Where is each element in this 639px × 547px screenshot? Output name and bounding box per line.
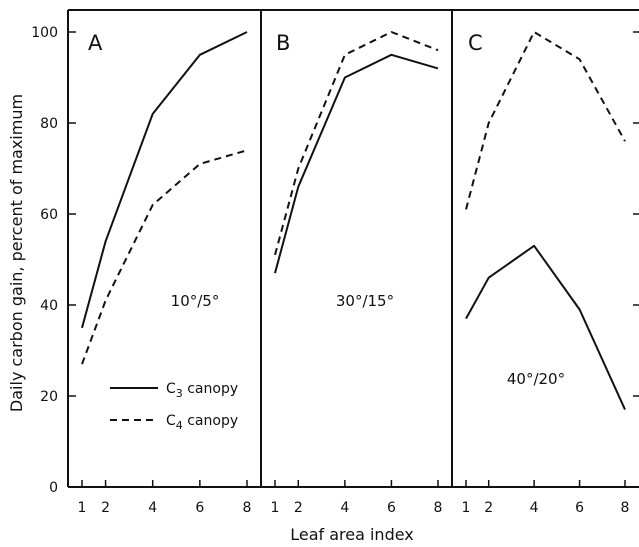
temperature-label: 10°/5° bbox=[171, 292, 220, 310]
y-tick-label: 0 bbox=[49, 480, 58, 496]
x-tick-label: 1 bbox=[271, 500, 280, 516]
temperature-label: 30°/15° bbox=[336, 292, 394, 310]
x-tick-label: 2 bbox=[101, 500, 110, 516]
x-tick-label: 4 bbox=[148, 500, 157, 516]
x-tick-label: 4 bbox=[530, 500, 539, 516]
x-tick-label: 1 bbox=[462, 500, 471, 516]
panel-b: 1 2 4 6 8 B 30°/15° bbox=[271, 31, 443, 516]
series-line-c3 bbox=[465, 244, 626, 411]
series-line-c4 bbox=[274, 31, 439, 256]
legend: C3 canopy C4 canopy bbox=[110, 381, 238, 432]
x-axis-title: Leaf area index bbox=[290, 525, 414, 544]
legend-label: C4 canopy bbox=[166, 413, 238, 432]
x-tick-label: 2 bbox=[294, 500, 303, 516]
y-tick-label: 80 bbox=[40, 116, 58, 132]
panel-a: 1 2 4 6 8 A 10°/5° bbox=[78, 31, 252, 516]
panel-letter: C bbox=[468, 31, 483, 55]
x-tick-label: 8 bbox=[621, 500, 630, 516]
x-tick-label: 1 bbox=[78, 500, 87, 516]
y-tick-label: 100 bbox=[31, 25, 58, 41]
y-axis-title: Daily carbon gain, percent of maximum bbox=[7, 94, 26, 412]
x-tick-label: 6 bbox=[575, 500, 584, 516]
x-tick-label: 8 bbox=[243, 500, 252, 516]
legend-label: C3 canopy bbox=[166, 381, 238, 400]
temperature-label: 40°/20° bbox=[507, 370, 565, 388]
x-tick-label: 4 bbox=[340, 500, 349, 516]
x-tick-label: 2 bbox=[484, 500, 493, 516]
series-line-c3 bbox=[274, 53, 439, 274]
y-tick-label: 60 bbox=[40, 207, 58, 223]
y-axis: 0 20 40 60 80 100 bbox=[31, 25, 639, 496]
panel-letter: A bbox=[88, 31, 103, 55]
x-tick-label: 8 bbox=[434, 500, 443, 516]
y-tick-label: 40 bbox=[40, 298, 58, 314]
series-line-c4 bbox=[81, 149, 248, 365]
y-tick-label: 20 bbox=[40, 389, 58, 405]
x-tick-label: 6 bbox=[387, 500, 396, 516]
panel-letter: B bbox=[276, 31, 290, 55]
x-tick-label: 6 bbox=[195, 500, 204, 516]
series-line-c4 bbox=[465, 31, 626, 210]
panel-c: 1 2 4 6 8 C 40°/20° bbox=[462, 31, 630, 516]
series-line-c3 bbox=[81, 31, 248, 329]
